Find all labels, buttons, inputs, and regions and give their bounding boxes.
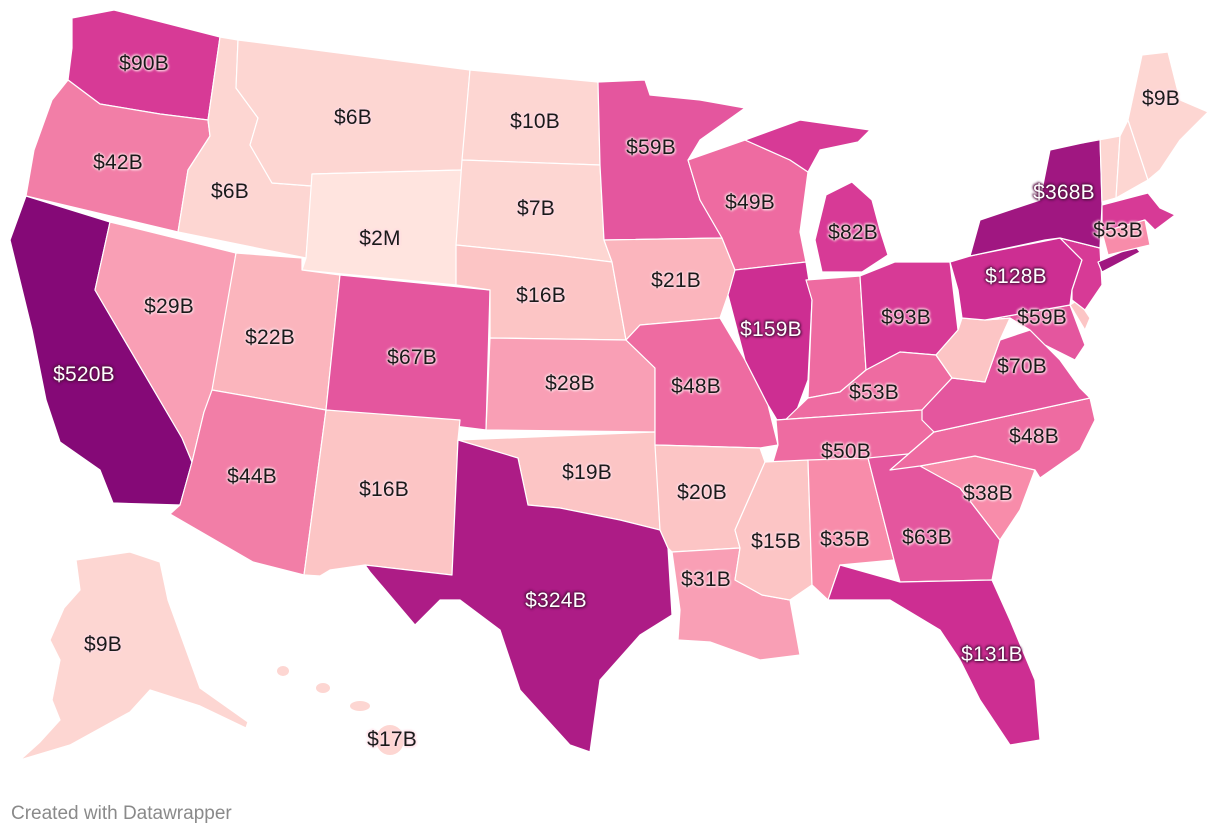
label-ME: $9B: [1142, 87, 1180, 110]
state-TX[interactable]: [364, 439, 673, 753]
state-HI-maui[interactable]: [350, 701, 370, 711]
label-HI: $17B: [367, 728, 417, 751]
label-MA: $53B: [1093, 219, 1143, 242]
state-CT[interactable]: [1101, 219, 1151, 256]
label-AR: $20B: [677, 481, 727, 504]
label-TX: $324B: [525, 589, 587, 612]
label-CO: $67B: [387, 346, 437, 369]
state-WY[interactable]: [301, 169, 463, 286]
label-UT: $22B: [245, 326, 295, 349]
label-GA: $63B: [902, 526, 952, 549]
state-MD[interactable]: [984, 304, 1086, 361]
label-CA: $520B: [53, 363, 115, 386]
label-PA: $128B: [985, 265, 1047, 288]
label-MO: $48B: [671, 375, 721, 398]
label-AZ: $44B: [227, 465, 277, 488]
label-TN: $50B: [821, 440, 871, 463]
label-AK: $9B: [84, 633, 122, 656]
label-IA: $21B: [651, 269, 701, 292]
label-OK: $19B: [562, 461, 612, 484]
label-KY: $53B: [849, 381, 899, 404]
state-ME[interactable]: [1127, 51, 1209, 181]
us-choropleth-map: [9, 9, 1209, 761]
label-OR: $42B: [93, 151, 143, 174]
label-ND: $10B: [510, 110, 560, 133]
state-MI[interactable]: [744, 119, 871, 173]
label-LA: $31B: [681, 568, 731, 591]
label-NM: $16B: [359, 478, 409, 501]
label-FL: $131B: [961, 643, 1023, 666]
state-MO[interactable]: [625, 317, 779, 449]
state-AK[interactable]: [19, 551, 249, 761]
state-MI-lower[interactable]: [814, 181, 889, 273]
label-NV: $29B: [144, 295, 194, 318]
state-HI-kauai[interactable]: [277, 666, 289, 676]
label-SD: $7B: [517, 197, 555, 220]
state-VT[interactable]: [1081, 135, 1121, 203]
label-IL: $159B: [740, 318, 802, 341]
label-VA: $70B: [997, 355, 1047, 378]
label-MS: $15B: [751, 530, 801, 553]
label-AL: $35B: [820, 528, 870, 551]
label-MN: $59B: [626, 136, 676, 159]
label-MT: $6B: [334, 106, 372, 129]
label-WY: $2M: [359, 227, 401, 250]
label-MD: $59B: [1017, 306, 1067, 329]
state-NJ[interactable]: [1059, 237, 1103, 311]
label-NE: $16B: [516, 284, 566, 307]
label-SC: $38B: [963, 482, 1013, 505]
label-KS: $28B: [545, 372, 595, 395]
state-MN[interactable]: [597, 79, 746, 241]
state-HI-oahu[interactable]: [316, 683, 330, 693]
label-WA: $90B: [119, 52, 169, 75]
state-FL[interactable]: [827, 564, 1041, 746]
label-OH: $93B: [881, 306, 931, 329]
label-ID: $6B: [211, 180, 249, 203]
label-NC: $48B: [1009, 425, 1059, 448]
datawrapper-credit[interactable]: Created with Datawrapper: [11, 803, 232, 824]
label-NY: $368B: [1033, 181, 1095, 204]
state-HI-big[interactable]: [376, 725, 404, 755]
label-WI: $49B: [725, 191, 775, 214]
label-MI: $82B: [828, 221, 878, 244]
